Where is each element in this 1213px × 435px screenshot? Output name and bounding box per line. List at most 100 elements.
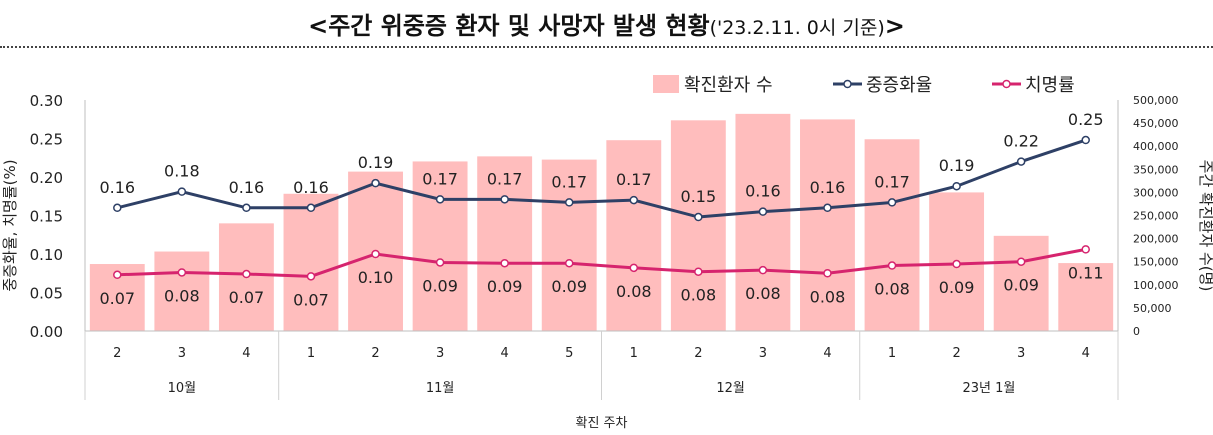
severe-rate-data-label: 0.16 xyxy=(293,178,329,197)
severe-rate-point-1 xyxy=(113,203,122,213)
fatality-rate-point-13 xyxy=(887,261,897,270)
severe-rate-point-10 xyxy=(694,212,703,222)
fatality-rate-data-label: 0.09 xyxy=(939,278,975,297)
legend-label-confirmed: 확진환자 수 xyxy=(684,75,773,96)
fatality-rate-point-4 xyxy=(306,272,316,281)
bar-confirmed-13 xyxy=(864,139,920,331)
left-tick-label: 0.15 xyxy=(30,208,63,226)
severe-rate-point-14 xyxy=(952,181,961,191)
week-label: 3 xyxy=(1017,346,1025,361)
fatality-rate-data-label: 0.07 xyxy=(229,288,265,307)
fatality-rate-data-label: 0.10 xyxy=(358,268,394,287)
week-label: 3 xyxy=(178,346,186,361)
fatality-rate-point-2 xyxy=(177,268,187,277)
title-divider xyxy=(0,46,1213,48)
fatality-rate-line xyxy=(117,247,1086,278)
fatality-rate-data-label: 0.08 xyxy=(164,286,200,305)
legend-marker-severe xyxy=(843,79,852,89)
fatality-rate-data-label: 0.09 xyxy=(551,277,587,296)
week-label: 2 xyxy=(113,346,121,361)
severe-rate-point-12 xyxy=(823,203,832,213)
severe-rate-point-2 xyxy=(177,187,187,196)
week-label: 4 xyxy=(823,346,831,361)
fatality-rate-data-label: 0.09 xyxy=(487,277,523,296)
severe-rate-point-4 xyxy=(306,203,316,213)
severe-rate-point-5 xyxy=(371,178,380,188)
fatality-rate-point-3 xyxy=(242,269,251,279)
week-label: 3 xyxy=(436,346,444,361)
fatality-rate-point-7 xyxy=(500,258,509,268)
week-label: 3 xyxy=(759,346,767,361)
week-label: 4 xyxy=(242,346,250,361)
title-end: > xyxy=(884,12,905,40)
severe-rate-point-13 xyxy=(887,198,897,207)
severe-rate-data-label: 0.16 xyxy=(229,178,265,197)
right-tick-label: 50,000 xyxy=(1133,302,1172,315)
severe-rate-point-6 xyxy=(435,195,445,204)
fatality-rate-point-11 xyxy=(758,265,768,275)
fatality-rate-point-6 xyxy=(435,258,445,267)
severe-rate-data-label: 0.17 xyxy=(487,169,523,188)
fatality-rate-data-label: 0.08 xyxy=(745,284,781,303)
fatality-rate-point-16 xyxy=(1081,245,1090,254)
title-main: <주간 위중증 환자 및 사망자 발생 현황 xyxy=(308,12,710,40)
severe-rate-point-9 xyxy=(629,195,639,205)
severe-rate-data-label: 0.25 xyxy=(1068,110,1104,129)
fatality-rate-data-label: 0.09 xyxy=(422,276,458,295)
bar-confirmed-16 xyxy=(1058,263,1114,331)
fatality-rate-point-12 xyxy=(823,269,832,278)
severe-rate-data-label: 0.16 xyxy=(810,178,846,197)
right-tick-label: 350,000 xyxy=(1133,163,1179,176)
fatality-rate-point-10 xyxy=(694,267,703,276)
bar-confirmed-9 xyxy=(606,140,662,331)
x-axis-title: 확진 주차 xyxy=(576,416,628,431)
fatality-rate-data-label: 0.11 xyxy=(1068,263,1104,282)
week-label: 1 xyxy=(307,346,315,361)
fatality-rate-point-8 xyxy=(564,258,574,268)
week-label: 5 xyxy=(565,346,573,361)
severe-rate-data-label: 0.19 xyxy=(358,153,394,172)
right-tick-label: 300,000 xyxy=(1133,186,1179,199)
legend-marker-fatality xyxy=(1002,79,1011,89)
bar-confirmed-10 xyxy=(670,120,726,331)
left-tick-label: 0.10 xyxy=(30,246,63,264)
left-tick-label: 0.25 xyxy=(30,131,63,149)
severe-rate-point-16 xyxy=(1081,135,1090,145)
week-label: 4 xyxy=(501,346,509,361)
right-axis-title: 주간 확진환자 수(명) xyxy=(1197,160,1213,292)
legend-label-fatality: 치명률 xyxy=(1025,75,1075,96)
week-label: 2 xyxy=(952,346,960,361)
severe-rate-point-11 xyxy=(758,207,768,216)
severe-rate-line xyxy=(116,138,1087,219)
left-tick-label: 0.00 xyxy=(30,323,63,341)
week-label: 2 xyxy=(694,346,702,361)
right-tick-label: 0 xyxy=(1133,325,1140,338)
severe-rate-data-label: 0.16 xyxy=(99,178,135,197)
month-label: 11월 xyxy=(426,381,455,396)
fatality-rate-data-label: 0.07 xyxy=(99,289,135,308)
severe-rate-data-label: 0.17 xyxy=(616,170,652,189)
severe-rate-data-label: 0.18 xyxy=(164,162,200,181)
right-tick-label: 400,000 xyxy=(1133,140,1179,153)
left-tick-label: 0.20 xyxy=(30,169,63,187)
severe-rate-point-8 xyxy=(564,198,574,207)
fatality-rate-data-label: 0.08 xyxy=(810,287,846,306)
right-tick-label: 450,000 xyxy=(1133,117,1179,130)
fatality-rate-point-14 xyxy=(952,259,961,269)
left-tick-label: 0.30 xyxy=(30,92,63,110)
title-date: ('23.2.11. 0시 기준) xyxy=(709,17,885,39)
legend-swatch-confirmed xyxy=(653,75,679,93)
severe-rate-point-3 xyxy=(242,203,251,213)
severe-rate-point-7 xyxy=(500,195,509,204)
fatality-rate-point-9 xyxy=(629,263,639,273)
left-tick-label: 0.05 xyxy=(30,285,63,303)
bar-confirmed-15 xyxy=(993,235,1049,331)
right-tick-label: 200,000 xyxy=(1133,233,1179,246)
month-label: 12월 xyxy=(716,381,745,396)
severe-rate-data-label: 0.17 xyxy=(874,172,910,191)
fatality-rate-point-1 xyxy=(113,270,122,280)
bar-confirmed-2 xyxy=(154,251,210,331)
fatality-rate-data-label: 0.08 xyxy=(681,286,717,305)
week-label: 4 xyxy=(1082,346,1090,361)
